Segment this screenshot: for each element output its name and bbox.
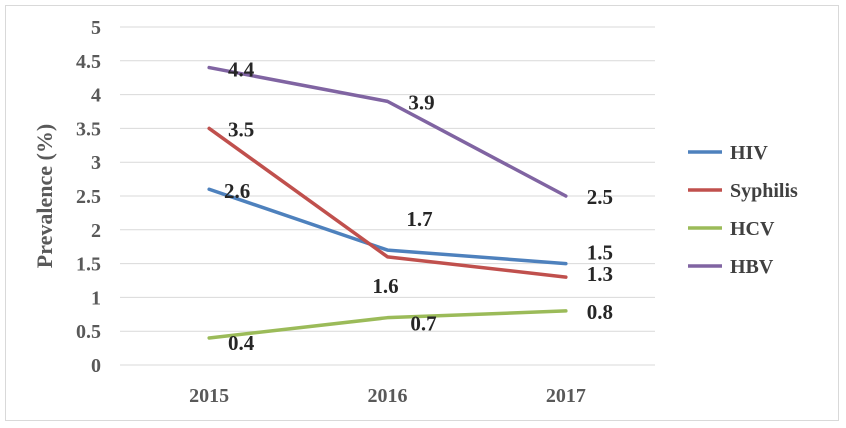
x-tick-label: 2015: [189, 385, 229, 407]
y-tick-label: 5: [91, 17, 101, 39]
data-label-syphilis: 1.6: [372, 274, 398, 298]
series-line-syphilis: [207, 126, 568, 279]
y-tick-label: 4.5: [76, 51, 101, 73]
legend-label-syphilis: Syphilis: [730, 180, 798, 202]
data-label-hiv: 2.6: [224, 179, 250, 203]
y-tick-label: 4: [91, 85, 101, 107]
y-tick-label: 2.5: [76, 186, 101, 208]
data-label-syphilis: 1.3: [587, 262, 613, 286]
series-line-hcv: [207, 309, 568, 340]
legend-label-hiv: HIV: [730, 142, 768, 164]
legend-label-hcv: HCV: [730, 218, 775, 240]
data-label-hiv: 1.7: [406, 207, 432, 231]
x-tick-label: 2016: [368, 385, 408, 407]
y-axis-label: Prevalence (%): [32, 124, 57, 268]
series-line-hbv: [207, 65, 568, 198]
chart-frame: [5, 5, 839, 421]
data-label-hbv: 2.5: [587, 185, 613, 209]
data-label-syphilis: 3.5: [228, 117, 254, 141]
y-tick-label: 2: [91, 220, 101, 242]
y-tick-label: 3: [91, 152, 101, 174]
data-label-hbv: 3.9: [408, 90, 434, 114]
y-tick-label: 1.5: [76, 254, 101, 276]
data-label-hcv: 0.4: [228, 331, 255, 355]
y-tick-label: 0: [91, 355, 101, 377]
series-line-hiv: [207, 187, 568, 266]
data-label-hiv: 1.5: [587, 241, 613, 265]
data-label-hcv: 0.8: [587, 300, 613, 324]
y-tick-label: 0.5: [76, 321, 101, 343]
data-label-hbv: 4.4: [228, 58, 255, 82]
data-label-hcv: 0.7: [410, 312, 436, 336]
y-tick-label: 3.5: [76, 118, 101, 140]
x-tick-label: 2017: [546, 385, 586, 407]
legend-label-hbv: HBV: [730, 256, 774, 278]
y-tick-label: 1: [91, 287, 101, 309]
